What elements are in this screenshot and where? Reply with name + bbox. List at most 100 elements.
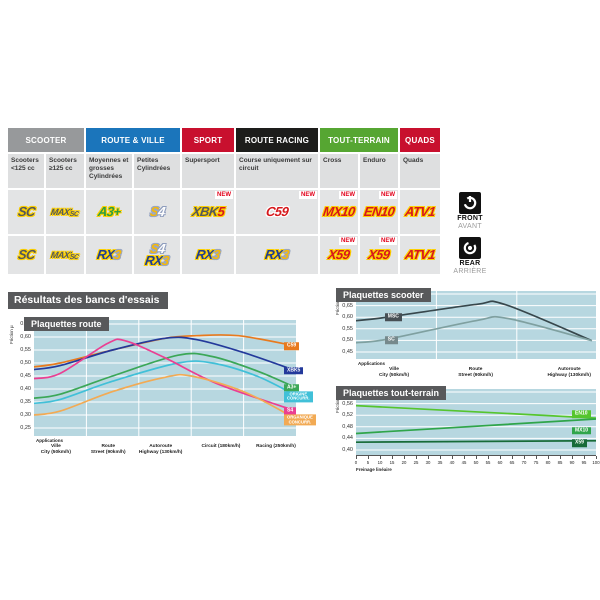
product-cell-rear-atv1: ATV1 bbox=[400, 236, 440, 274]
x-tick-label: 55 bbox=[485, 460, 491, 465]
series-label-mx10: MX10 bbox=[572, 426, 592, 435]
y-tick-label: 0,55 bbox=[342, 325, 353, 332]
series-line-x59 bbox=[356, 439, 596, 444]
product-logo-x59: X59 bbox=[367, 247, 390, 262]
new-badge: NEW bbox=[215, 191, 233, 199]
series-line-msc bbox=[356, 300, 593, 342]
rear-brake-disc-icon bbox=[459, 237, 481, 259]
x-tick-label: 10 bbox=[377, 460, 383, 465]
logo-text: SC bbox=[69, 254, 79, 262]
rear-axle-block: REAR ARRIÈRE bbox=[448, 237, 492, 275]
y-axis-title: Friction µ bbox=[9, 325, 14, 344]
new-badge: NEW bbox=[299, 191, 317, 199]
x-tick-label: 5 bbox=[366, 460, 370, 465]
x-tick-label: 25 bbox=[413, 460, 419, 465]
category-header-sport: SPORT bbox=[182, 128, 234, 152]
subheader-petites-cylindr-es: Petites Cylindrées bbox=[134, 154, 180, 188]
y-tick-label: 0,52 bbox=[342, 412, 353, 419]
product-logo-c59: C59 bbox=[265, 203, 290, 219]
product-logo-mx10: MX10 bbox=[322, 204, 356, 219]
x-tick-label: 15 bbox=[389, 460, 395, 465]
product-logo-sc: SC bbox=[17, 247, 36, 262]
x-category-label: Route Street (90km/h) bbox=[90, 444, 126, 455]
y-tick-label: 0,44 bbox=[342, 435, 353, 442]
front-label: FRONT bbox=[457, 215, 483, 222]
subheader-cross: Cross bbox=[320, 154, 358, 188]
subheader-scooters-125-cc: Scooters <125 cc bbox=[8, 154, 44, 188]
product-logo-sc: SC bbox=[16, 203, 36, 219]
product-cell-rear-x59: NEW X59 bbox=[360, 236, 398, 274]
rear-label: REAR bbox=[459, 260, 481, 267]
x-axis-title: Applications bbox=[358, 361, 386, 366]
x-tick bbox=[596, 456, 597, 459]
product-cell-front-s4: S4 bbox=[134, 190, 180, 234]
category-header-quads: QUADS bbox=[400, 128, 440, 152]
x-tick-label: 80 bbox=[545, 460, 551, 465]
product-cell-rear-rx3: RX3 bbox=[182, 236, 234, 274]
product-logo-rx3: RX3 bbox=[96, 247, 122, 262]
x-tick-label: 40 bbox=[449, 460, 455, 465]
y-tick-label: 0,48 bbox=[342, 423, 353, 430]
x-tick-marks bbox=[356, 456, 597, 459]
x-tick bbox=[440, 456, 441, 459]
product-logo-rx3: RX3 bbox=[195, 246, 221, 262]
x-tick-label: 95 bbox=[581, 460, 587, 465]
chart-title: Plaquettes tout-terrain bbox=[336, 386, 447, 400]
product-logo-en10: EN10 bbox=[363, 204, 395, 219]
x-tick-label: 30 bbox=[425, 460, 431, 465]
product-cell-rear-rx3: RX3 bbox=[236, 236, 318, 274]
x-tick-label: 65 bbox=[509, 460, 515, 465]
series-label-x59: X59 bbox=[572, 439, 587, 447]
rear-label-fr: ARRIÈRE bbox=[453, 268, 487, 275]
logo-text: X59 bbox=[327, 246, 351, 262]
front-axle-block: FRONT AVANT bbox=[448, 192, 492, 230]
y-tick-label: 0,35 bbox=[20, 399, 31, 405]
x-tick bbox=[524, 456, 525, 459]
x-category-label: Autoroute Highway (130km/h) bbox=[547, 367, 591, 378]
y-tick-label: 0,25 bbox=[20, 425, 31, 431]
y-tick-label: 0,40 bbox=[342, 447, 353, 453]
product-cell-front-c59: NEW C59 bbox=[236, 190, 318, 234]
product-cell-rear-x59: NEW X59 bbox=[320, 236, 358, 274]
x-tick bbox=[560, 456, 561, 459]
x-tick-label: 20 bbox=[401, 460, 407, 465]
x-tick-label: 100 bbox=[592, 460, 600, 465]
x-tick bbox=[380, 456, 381, 459]
product-logo-atv1: ATV1 bbox=[404, 204, 436, 219]
y-tick-label: 0,60 bbox=[20, 334, 31, 340]
product-logo-maxi-sc: MAXISC bbox=[50, 205, 80, 219]
x-axis-title: Applications bbox=[36, 438, 64, 443]
logo-text: ATV1 bbox=[404, 246, 437, 262]
subheader-supersport: Supersport bbox=[182, 154, 234, 188]
series-line-sc bbox=[356, 315, 593, 344]
logo-text: C59 bbox=[265, 203, 290, 219]
series-label-sc: SC bbox=[384, 336, 398, 345]
chart-plaquettes-tout-terrain: Plaquettes tout-terrain0,600,560,520,480… bbox=[334, 384, 600, 480]
series-line-en10 bbox=[356, 404, 596, 419]
new-badge: NEW bbox=[339, 191, 357, 199]
product-table: SCOOTER ROUTE & VILLE SPORT ROUTE RACING TOU… bbox=[8, 128, 440, 274]
subheader-scooters-125-cc: Scooters ≥125 cc bbox=[46, 154, 84, 188]
x-category-label: Ville City (50km/h) bbox=[40, 444, 71, 455]
chart-plaquettes-scooter: Plaquettes scooter0,700,650,600,550,500,… bbox=[334, 286, 598, 380]
chart-plaquettes-route: Plaquettes route0,650,600,550,500,450,40… bbox=[8, 314, 320, 464]
series-label-origine-concurr: ORIGINE CONCURR. bbox=[284, 391, 313, 403]
new-badge: NEW bbox=[379, 237, 397, 245]
x-tick-label: 50 bbox=[473, 460, 479, 465]
logo-text: XBK bbox=[190, 203, 219, 219]
series-label-organique-concurr: ORGANIQUE CONCURR. bbox=[284, 414, 316, 426]
subheader-quads: Quads bbox=[400, 154, 440, 188]
x-tick bbox=[464, 456, 465, 459]
series-line-origine-concurr bbox=[34, 360, 296, 405]
logo-text: 3 bbox=[212, 246, 221, 262]
x-category-label: Ville City (50km/h) bbox=[378, 367, 410, 378]
logo-text: SC bbox=[16, 203, 36, 219]
x-tick bbox=[404, 456, 405, 459]
series-label-a3: A3+ bbox=[284, 383, 300, 392]
y-tick-label: 0,55 bbox=[20, 347, 31, 353]
plot-area bbox=[356, 389, 596, 456]
product-cell-rear-maxi-sc: MAXISC bbox=[46, 236, 84, 274]
product-cell-rear-s4-rx3: S4 RX3 bbox=[134, 236, 180, 274]
series-label-xbk5: XBK5 bbox=[284, 367, 304, 375]
series-label-msc: MSC bbox=[384, 313, 402, 321]
